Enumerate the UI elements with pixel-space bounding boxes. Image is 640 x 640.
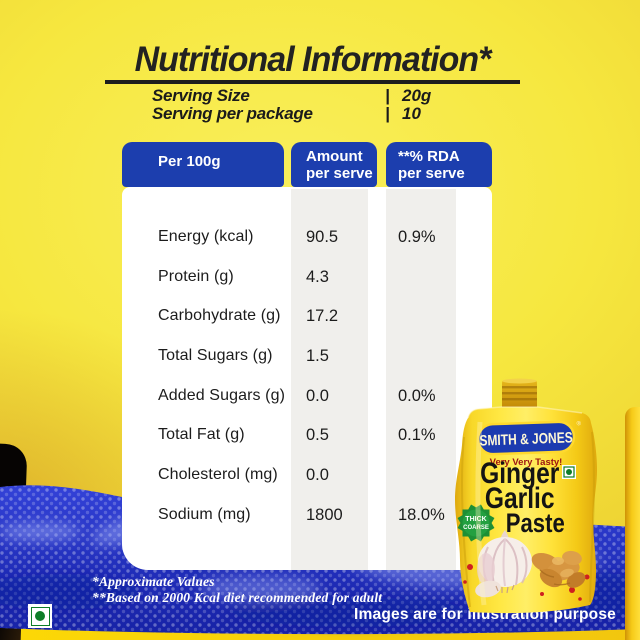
- row-amount: 0.0: [306, 387, 329, 405]
- row-amount: 0.0: [306, 466, 329, 484]
- brand-tagline: Very Very Tasty!: [490, 457, 563, 468]
- table-header-rda: **% RDA per serve: [386, 142, 492, 187]
- row-amount: 90.5: [306, 228, 339, 246]
- table-row: Total Fat (g) 0.5 0.1%: [122, 424, 492, 446]
- row-label: Sodium (mg): [158, 506, 251, 523]
- table-header-per100g: Per 100g: [122, 142, 284, 187]
- serving-package-row: Serving per package | 10: [0, 104, 640, 123]
- golden-edge-strip: [625, 407, 640, 640]
- veg-mark-icon: [28, 604, 52, 628]
- brand-name: SMITH & JONES: [479, 429, 573, 449]
- product-name-line1: Ginger: [480, 456, 560, 490]
- footnotes: *Approximate Values **Based on 2000 Kcal…: [92, 574, 382, 606]
- serving-size-value: 20g: [402, 86, 432, 105]
- row-amount: 4.3: [306, 268, 329, 286]
- serving-size-label: Serving Size: [152, 86, 250, 105]
- row-label: Added Sugars (g): [158, 387, 286, 404]
- veg-mark-dot: [35, 611, 45, 621]
- row-label: Cholesterol (mg): [158, 466, 278, 483]
- footnote-rda-basis: **Based on 2000 Kcal diet recommended fo…: [92, 590, 383, 605]
- product-name-line2: Garlic: [485, 481, 555, 515]
- garlic-illustration: [475, 530, 532, 598]
- row-amount: 1.5: [306, 347, 329, 365]
- header-col1-text: Per 100g: [158, 153, 221, 170]
- header-col3-line1: **% RDA: [398, 148, 460, 165]
- table-row: Carbohydrate (g) 17.2: [122, 305, 492, 327]
- row-amount: 0.5: [306, 426, 329, 444]
- row-amount: 1800: [306, 506, 343, 524]
- table-row: Cholesterol (mg) 0.0: [122, 464, 492, 486]
- row-rda: 0.0%: [398, 387, 436, 405]
- row-rda: 0.9%: [398, 228, 436, 246]
- page-title: Nutritional Information*: [134, 40, 492, 79]
- product-name-line3: Paste: [506, 509, 565, 539]
- row-label: Total Fat (g): [158, 426, 245, 443]
- registered-mark: ®: [576, 420, 581, 427]
- product-pouch: SMITH & JONES ® Very Very Tasty! Ginger …: [455, 378, 597, 614]
- amount-column-shade: [291, 189, 368, 570]
- table-row: Energy (kcal) 90.5 0.9%: [122, 226, 492, 248]
- ginger-illustration: [531, 550, 586, 588]
- serving-package-label: Serving per package: [152, 104, 313, 123]
- row-amount: 17.2: [306, 307, 339, 325]
- serving-package-value: 10: [402, 104, 421, 123]
- table-header-amount: Amount per serve: [291, 142, 377, 187]
- footnote-approximate: *Approximate Values: [92, 574, 215, 589]
- header-col2-line2: per serve: [306, 165, 373, 182]
- thick-coarse-badge: THICK COARSE: [457, 504, 495, 542]
- badge-line2: COARSE: [463, 525, 489, 531]
- rda-column-shade: [386, 189, 456, 570]
- header-col2-line1: Amount: [306, 148, 363, 165]
- row-label: Protein (g): [158, 268, 234, 285]
- table-row: Total Sugars (g) 1.5: [122, 345, 492, 367]
- veg-mark-border: [30, 606, 50, 626]
- row-rda: 0.1%: [398, 426, 436, 444]
- row-label: Energy (kcal): [158, 228, 254, 245]
- nutrition-table: Energy (kcal) 90.5 0.9% Protein (g) 4.3 …: [122, 187, 492, 570]
- pouch-spout: [502, 378, 537, 410]
- table-row: Added Sugars (g) 0.0 0.0%: [122, 385, 492, 407]
- row-rda: 18.0%: [398, 506, 445, 524]
- table-row: Protein (g) 4.3: [122, 266, 492, 288]
- brand-logo: SMITH & JONES ®: [476, 420, 582, 456]
- serving-package-separator: |: [385, 104, 390, 123]
- header-col3-line2: per serve: [398, 165, 465, 182]
- serving-size-row: Serving Size | 20g: [0, 86, 640, 105]
- pouch-veg-mark-icon: [562, 465, 576, 479]
- title-underline: [105, 80, 520, 84]
- table-row: Sodium (mg) 1800 18.0%: [122, 504, 492, 526]
- row-label: Carbohydrate (g): [158, 307, 281, 324]
- serving-size-separator: |: [385, 86, 390, 105]
- badge-line1: THICK: [465, 516, 486, 523]
- row-label: Total Sugars (g): [158, 347, 273, 364]
